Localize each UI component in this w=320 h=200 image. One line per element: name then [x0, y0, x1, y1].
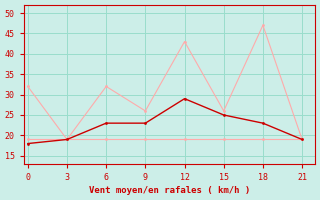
X-axis label: Vent moyen/en rafales ( km/h ): Vent moyen/en rafales ( km/h ) — [89, 186, 250, 195]
